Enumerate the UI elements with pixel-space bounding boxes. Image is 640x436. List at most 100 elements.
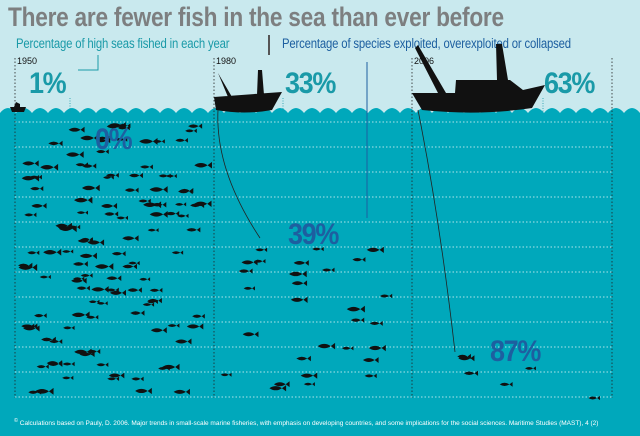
fish-icon — [23, 325, 40, 332]
fish-icon — [130, 310, 145, 316]
fish-icon — [142, 302, 155, 307]
fish-icon — [243, 286, 255, 291]
fish-icon — [322, 267, 335, 273]
fish-icon — [588, 395, 600, 401]
fish-icon — [68, 126, 85, 133]
fish-icon — [135, 387, 152, 395]
fish-icon — [312, 246, 324, 252]
fishing-line — [417, 109, 456, 353]
fish-icon — [147, 299, 158, 304]
fish-icon — [188, 123, 203, 129]
fish-icon — [140, 164, 153, 170]
fish-icon — [96, 149, 109, 154]
fish-icon — [81, 184, 100, 192]
fish-icon — [165, 211, 180, 217]
fish-icon — [150, 327, 167, 334]
fish-icon — [352, 257, 366, 263]
fish-icon — [317, 342, 336, 350]
page-title: There are fewer fish in the sea than eve… — [8, 2, 504, 32]
fish-icon — [127, 287, 142, 293]
fish-icon — [122, 263, 137, 270]
fish-icon — [273, 381, 290, 388]
fish-icon — [149, 287, 163, 293]
fish-icon — [111, 251, 126, 257]
fish-icon — [34, 313, 47, 318]
fish-icon — [77, 237, 93, 244]
fish-icon — [94, 263, 114, 270]
fish-icon — [242, 331, 259, 338]
fish-icon — [71, 277, 87, 284]
fish-icon — [369, 320, 383, 326]
legend-connector — [78, 55, 99, 71]
fish-icon — [49, 339, 63, 344]
fish-icon — [24, 212, 37, 218]
fish-icon — [177, 213, 189, 219]
fish-icon — [48, 140, 63, 147]
fish-icon — [29, 174, 42, 180]
fish-icon — [253, 259, 266, 264]
species-pct-1980: 39% — [288, 218, 339, 251]
fish-icon — [341, 346, 354, 351]
fish-icon — [175, 202, 187, 207]
fish-icon — [368, 344, 386, 352]
fish-icon — [457, 353, 471, 360]
fish-icon — [104, 211, 119, 217]
fish-icon — [79, 351, 95, 358]
fish-icon — [269, 385, 287, 392]
fish-icon — [75, 162, 88, 167]
fish-icon — [241, 259, 258, 266]
fish-icon — [346, 305, 365, 313]
fish-icon — [36, 364, 49, 369]
high-seas-pct-2006: 63% — [544, 67, 595, 100]
fish-icon — [147, 228, 159, 233]
fish-icon — [30, 186, 44, 192]
fishing-line — [217, 109, 261, 239]
fish-icon — [79, 252, 97, 260]
fish-icon — [82, 163, 97, 169]
fish-icon — [76, 285, 90, 291]
fish-icon — [165, 173, 177, 179]
fish-icon — [41, 336, 56, 343]
fish-icon — [139, 277, 151, 282]
fish-icon — [175, 338, 192, 345]
fish-icon — [74, 348, 92, 356]
fish-icon — [255, 247, 268, 253]
fish-icon — [55, 222, 72, 229]
fish-icon — [158, 366, 170, 371]
fish-icon — [116, 215, 129, 221]
legend-high-seas: Percentage of high seas fished in each y… — [16, 36, 230, 51]
fish-icon — [96, 362, 109, 367]
fish-icon — [499, 381, 513, 387]
high-seas-pct-1950: 1% — [29, 67, 67, 100]
fish-icon — [167, 323, 180, 328]
fish-icon — [128, 260, 140, 266]
fish-icon — [62, 361, 75, 367]
fish-icon — [139, 137, 158, 145]
fish-icon — [158, 173, 171, 179]
fish-icon — [186, 227, 201, 233]
footnote-text: Calculations based on Pauly, D. 2006. Ma… — [19, 420, 599, 428]
fish-icon — [463, 370, 479, 376]
fish-icon — [151, 201, 167, 208]
fish-icon — [72, 261, 88, 267]
fish-icon — [238, 268, 253, 274]
fish-icon — [173, 388, 190, 395]
fish-icon — [303, 382, 315, 387]
fish-icon — [62, 375, 74, 380]
fish-icon — [194, 200, 212, 208]
boat-icon-1950 — [10, 102, 26, 112]
footnote-mark: © — [14, 418, 18, 424]
fish-icon — [22, 160, 39, 167]
fish-icon — [63, 325, 75, 330]
fish-icon — [27, 250, 40, 256]
year-label: 2006 — [414, 56, 435, 66]
fish-icon — [101, 202, 118, 209]
fish-icon — [86, 314, 99, 320]
fish-icon — [88, 299, 100, 304]
fish-icon — [350, 317, 365, 323]
fish-icon — [43, 248, 62, 256]
fish-icon — [380, 293, 393, 299]
fish-icon — [91, 286, 109, 293]
fish-icon — [109, 289, 126, 296]
